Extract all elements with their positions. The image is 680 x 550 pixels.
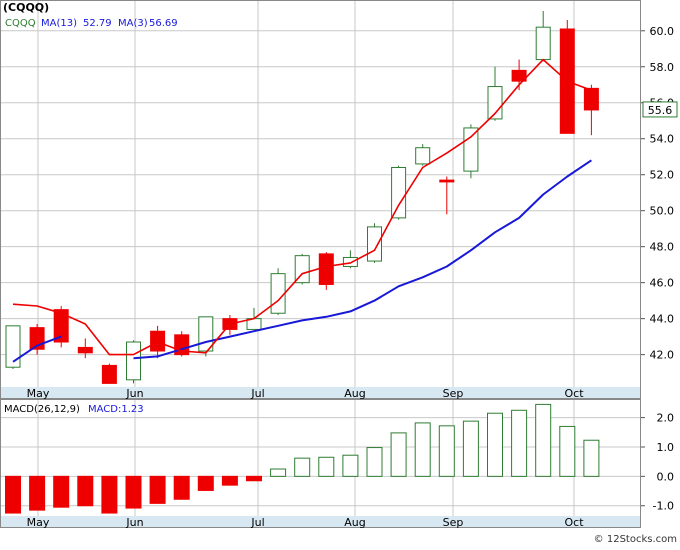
price-month-label: Jul	[250, 387, 264, 400]
candle-body	[511, 69, 527, 82]
macd-tick-label: 0.0	[657, 470, 675, 483]
macd-bar	[149, 475, 166, 504]
candle-body	[439, 179, 455, 183]
macd-tick-label: 2.0	[657, 412, 675, 425]
macd-axis-ticks: 2.0 1.0 0.0 -1.0	[641, 412, 674, 513]
copyright-text: © 12Stocks.com	[594, 534, 677, 545]
price-tick-label: 52.0	[650, 169, 675, 182]
candle-body	[126, 341, 141, 381]
candle-body	[463, 127, 479, 172]
candle-body	[77, 346, 93, 354]
macd-bar	[366, 447, 383, 477]
macd-value: MACD:1.23	[88, 404, 144, 415]
macd-bar	[559, 425, 576, 477]
price-tick-label: 42.0	[650, 349, 675, 362]
macd-month-label: Jul	[250, 516, 264, 529]
macd-bar	[5, 475, 21, 514]
candle-body	[294, 255, 310, 284]
candle-body	[535, 26, 551, 61]
price-tick-label: 54.0	[650, 133, 675, 146]
macd-histogram	[5, 403, 600, 514]
price-month-label: Jun	[125, 387, 143, 400]
price-month-label: Aug	[344, 387, 365, 400]
ma13-line	[12, 159, 592, 363]
macd-bar	[390, 432, 407, 477]
price-month-label: May	[27, 387, 50, 400]
macd-bar	[197, 475, 214, 491]
candle-body	[487, 86, 503, 120]
macd-date-axis-band	[0, 516, 641, 528]
legend-ma13-value: 52.79	[83, 18, 112, 29]
macd-bar	[246, 475, 262, 482]
macd-bar	[487, 412, 503, 477]
macd-month-label: Oct	[564, 516, 584, 529]
macd-bar	[294, 457, 311, 477]
price-tick-label: 44.0	[650, 313, 675, 326]
macd-tick-label: -1.0	[653, 500, 674, 513]
candle-body	[150, 330, 166, 352]
legend-ma3-value: 56.69	[149, 18, 178, 29]
macd-bar	[221, 475, 238, 486]
candle-body	[342, 256, 358, 267]
macd-month-label: Sep	[443, 516, 464, 529]
candle-body	[367, 226, 382, 262]
macd-bar	[535, 403, 552, 477]
candle-body	[415, 147, 431, 165]
candle-body	[5, 325, 21, 368]
ma3-line	[12, 58, 592, 356]
macd-tick-label: 1.0	[657, 441, 675, 454]
macd-bar	[173, 475, 190, 500]
candle-body	[318, 253, 334, 285]
price-tick-label: 58.0	[650, 61, 675, 74]
legend-ma13-label: MA(13)	[41, 18, 77, 29]
macd-bar	[29, 475, 46, 511]
candle-body	[53, 309, 69, 343]
price-tick-label: 50.0	[650, 205, 675, 218]
macd-bar	[462, 420, 479, 477]
macd-bar	[583, 439, 600, 477]
candle-body	[583, 87, 599, 111]
macd-bar	[77, 475, 94, 507]
macd-bar	[414, 422, 431, 477]
macd-bar	[270, 468, 287, 477]
legend-ticker: CQQQ	[5, 18, 36, 29]
macd-bar	[511, 409, 528, 477]
last-price-value: 55.6	[648, 104, 673, 117]
candle-body	[391, 167, 407, 219]
macd-bar	[125, 475, 142, 509]
macd-bar	[318, 456, 335, 477]
price-date-axis-band	[0, 387, 641, 399]
macd-title: MACD(26,12,9)	[4, 404, 80, 415]
price-tick-label: 48.0	[650, 241, 675, 254]
chart-title: (CQQQ)	[3, 1, 49, 14]
last-price-tag	[642, 101, 678, 118]
macd-month-label: Jun	[125, 516, 143, 529]
moving-average-lines	[12, 58, 592, 363]
macd-month-labels: May Jun Jul Aug Sep Oct	[27, 516, 585, 529]
macd-bar	[101, 475, 118, 514]
macd-month-label: Aug	[344, 516, 365, 529]
macd-bar	[53, 475, 70, 508]
price-month-label: Oct	[564, 387, 584, 400]
legend-ma3-label: MA(3)	[118, 18, 148, 29]
candle-body	[101, 364, 117, 384]
price-tick-label: 46.0	[650, 277, 675, 290]
macd-panel-frame	[0, 399, 641, 528]
macd-bar	[342, 454, 359, 477]
candle-body	[270, 273, 286, 314]
macd-bar	[438, 425, 455, 477]
price-month-labels: May Jun Jul Aug Sep Oct	[27, 387, 585, 400]
macd-month-label: May	[27, 516, 50, 529]
price-month-label: Sep	[443, 387, 464, 400]
price-panel-frame	[0, 0, 641, 399]
price-tick-label: 60.0	[650, 25, 675, 38]
